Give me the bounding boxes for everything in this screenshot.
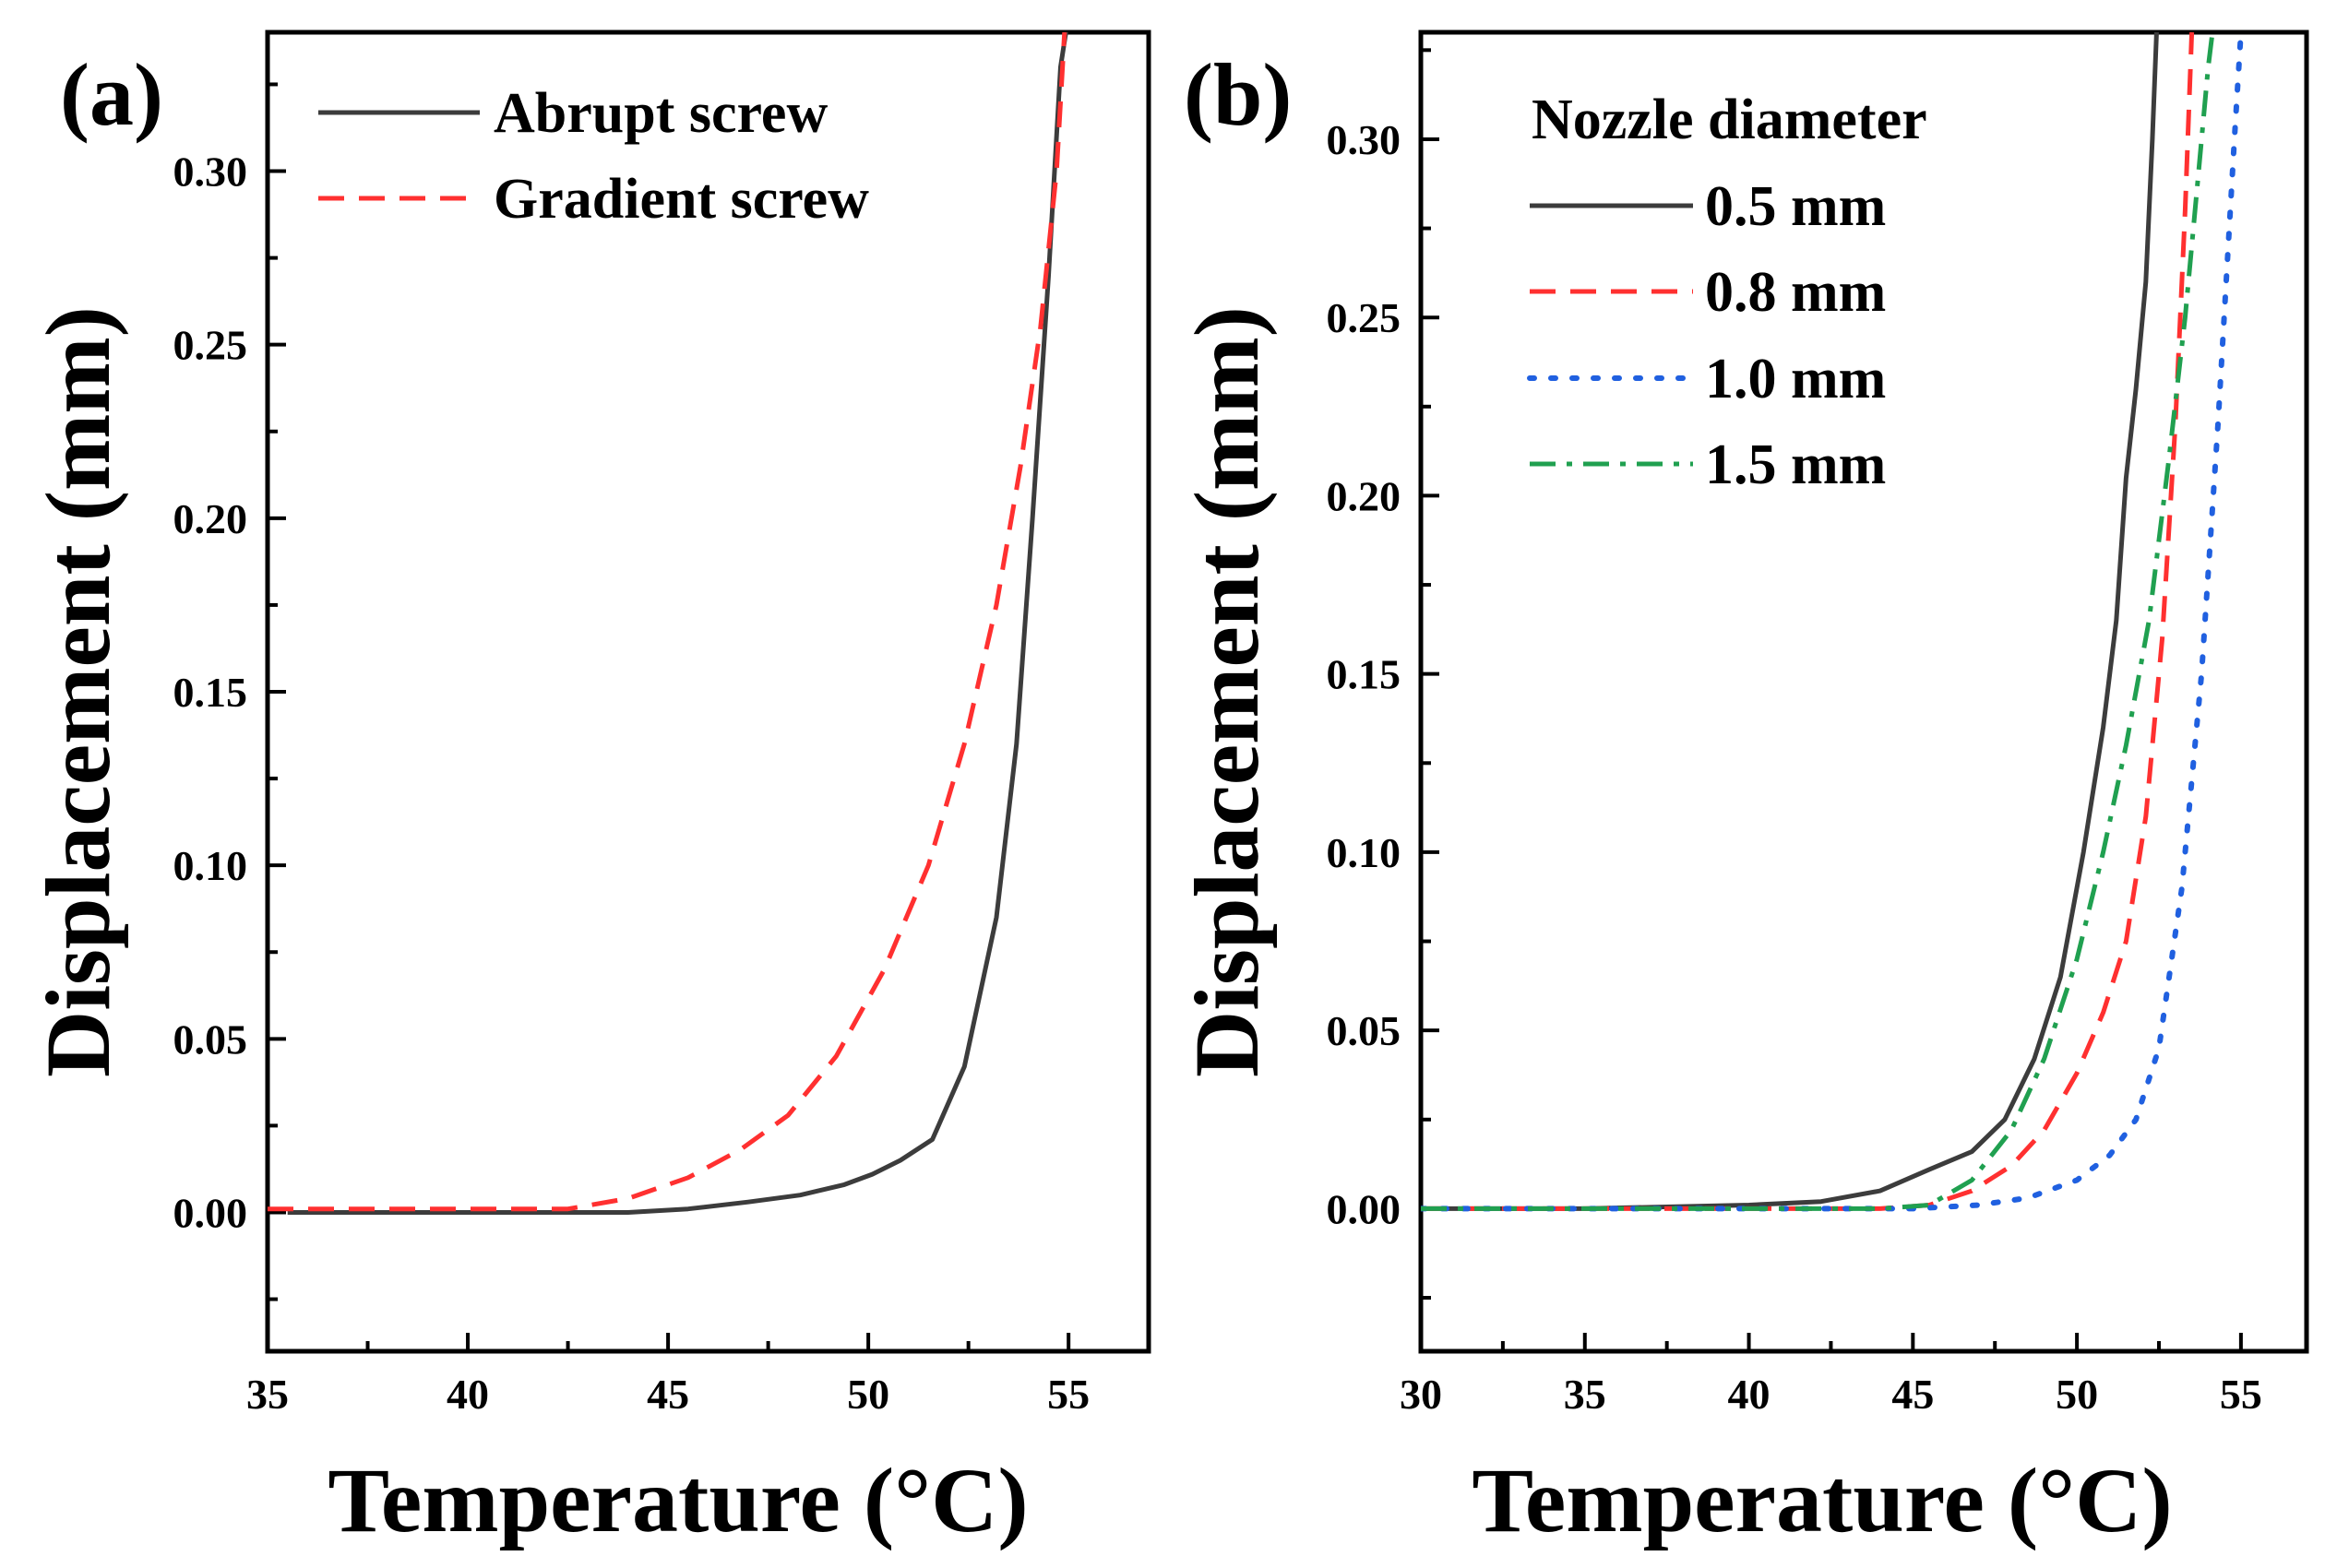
panel-b-legend: Nozzle diameter 0.5 mm 0.8 mm 1.0 mm 1.5… [1527,89,1927,496]
panel-b: 30 35 40 45 50 55 0.00 0.05 0.10 0.15 0.20 0.25 0.30… [1175,30,2309,1551]
legend-b-label-0: 0.5 mm [1705,175,1886,238]
panel-b-frame [1418,30,2309,1354]
panel-a-ytick-label-5: 0.25 [173,322,248,369]
panel-b-tick-labels: 30 35 40 45 50 55 0.00 0.05 0.10 0.15 0.20 0.25 0.30 [1327,116,2262,1418]
panel-a-ytick-label-1: 0.05 [173,1016,248,1063]
panel-b-xtick-label-2: 40 [1728,1371,1771,1418]
panel-a-legend: Abrupt screw Gradient screw [318,82,869,231]
panel-b-label: (b) [1184,45,1292,144]
panel-b-xtick-label-3: 45 [1891,1371,1934,1418]
panel-a-xtick-label-1: 40 [447,1371,489,1418]
panel-a-xtick-label-4: 55 [1047,1371,1090,1418]
panel-b-xtick-label-5: 55 [2220,1371,2262,1418]
panel-a-ytick-label-2: 0.10 [173,842,248,889]
panel-a-xtick-label-2: 45 [647,1371,689,1418]
panel-b-series-1-line [1421,32,2195,1211]
legend-b-label-2: 1.0 mm [1705,348,1886,410]
panel-b-xlabel: Temperature (°C) [1472,1449,2172,1551]
legend-a-label-0: Abrupt screw [494,82,828,145]
panel-a-xlabel: Temperature (°C) [328,1449,1028,1551]
legend-b-label-1: 0.8 mm [1705,261,1886,324]
panel-b-series-0-line [1421,32,2159,1211]
panel-b-ytick-label-6: 0.30 [1327,116,1401,163]
panel-b-ytick-label-1: 0.05 [1327,1007,1401,1054]
panel-a-ytick-label-3: 0.15 [173,669,248,716]
panel-b-series-3-line [1421,32,2215,1211]
panel-a-ytick-label-6: 0.30 [173,148,248,196]
panel-b-xtick-label-0: 30 [1400,1371,1442,1418]
panel-a-tick-labels: 35 40 45 50 55 0.00 0.05 0.10 0.15 0.20 0.25 0.30 [173,148,1091,1418]
panel-b-series [1421,32,2244,1212]
panel-a-xtick-label-3: 50 [847,1371,889,1418]
panel-b-xtick-label-4: 50 [2056,1371,2098,1418]
panel-a-series-0-line [287,32,1068,1215]
panel-a-ticks [266,82,1071,1351]
panel-b-ytick-label-4: 0.20 [1327,472,1401,519]
panel-b-ytick-label-3: 0.15 [1327,651,1401,698]
panel-b-ytick-label-0: 0.00 [1327,1185,1401,1232]
legend-a-label-1: Gradient screw [494,168,869,231]
panel-a-ylabel: Displacement (mm) [27,306,129,1077]
legend-b-label-3: 1.5 mm [1705,434,1886,496]
panel-a-series [268,32,1068,1215]
panel-a-ytick-label-0: 0.00 [173,1189,248,1236]
panel-a: 35 40 45 50 55 0.00 0.05 0.10 0.15 0.20 0.25 0.30 (… [27,30,1151,1551]
panel-b-ticks [1419,48,2243,1351]
panel-b-ytick-label-2: 0.10 [1327,829,1401,876]
panel-a-ytick-label-4: 0.20 [173,495,248,542]
panel-b-xtick-label-1: 35 [1564,1371,1606,1418]
panel-a-series-1-line [268,32,1067,1212]
legend-b-title: Nozzle diameter [1532,89,1927,151]
panel-a-xtick-label-0: 35 [246,1371,289,1418]
panel-b-ytick-label-5: 0.25 [1327,294,1401,341]
panel-a-label: (a) [60,45,163,144]
panel-b-ylabel: Displacement (mm) [1175,306,1278,1077]
